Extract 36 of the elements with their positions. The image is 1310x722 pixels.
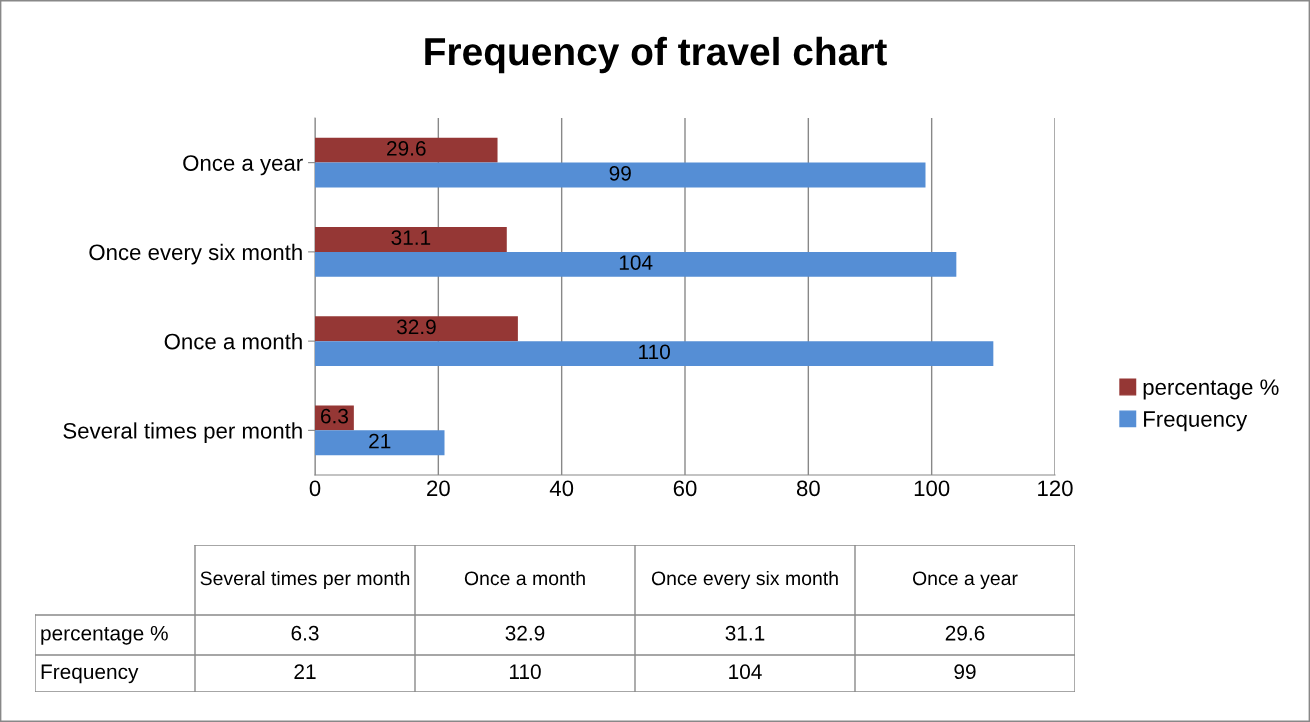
x-tick-label: 100	[914, 480, 950, 497]
data-label: 32.9	[396, 319, 436, 335]
text: 29.6	[945, 625, 985, 641]
x-tick-label: 60	[673, 480, 697, 497]
data-label: 21	[369, 433, 391, 449]
x-tick-label: 40	[549, 480, 574, 497]
x-tick-label: 0	[309, 480, 321, 497]
category-label: Several times per month	[200, 570, 410, 590]
text: 32.9	[505, 625, 545, 641]
text: Frequency	[41, 664, 139, 684]
data-label: 29.6	[387, 140, 426, 156]
category-label: Once every six month	[651, 570, 838, 590]
x-tick-label: 20	[427, 480, 450, 497]
category-label: Once a month	[464, 570, 585, 586]
y-tick-label: Once every six month	[89, 243, 302, 265]
text: 6.3	[291, 625, 319, 641]
text: percentage %	[41, 625, 168, 645]
data-label: 110	[639, 344, 670, 360]
text: 21	[294, 664, 316, 679]
data-label: 104	[619, 255, 653, 270]
category-label: Once a year	[912, 571, 1018, 590]
text: 110	[509, 664, 541, 680]
legend-label: Frequency	[1144, 411, 1248, 432]
x-tick-label: 120	[1038, 480, 1073, 497]
data-label: 99	[609, 165, 631, 181]
text: 99	[954, 664, 976, 680]
legend-label: percentage %	[1143, 379, 1279, 400]
text: 104	[729, 664, 762, 680]
y-tick-label: Once a year	[183, 155, 303, 176]
y-tick-label: Once a month	[164, 333, 302, 350]
data-label: 31.1	[391, 230, 431, 245]
x-tick-label: 80	[796, 480, 820, 497]
chart-title: Frequency of travel chart	[425, 36, 887, 74]
data-label: 6.3	[321, 408, 348, 424]
y-tick-label: Several times per month	[63, 422, 302, 444]
text: 31.1	[725, 625, 765, 641]
